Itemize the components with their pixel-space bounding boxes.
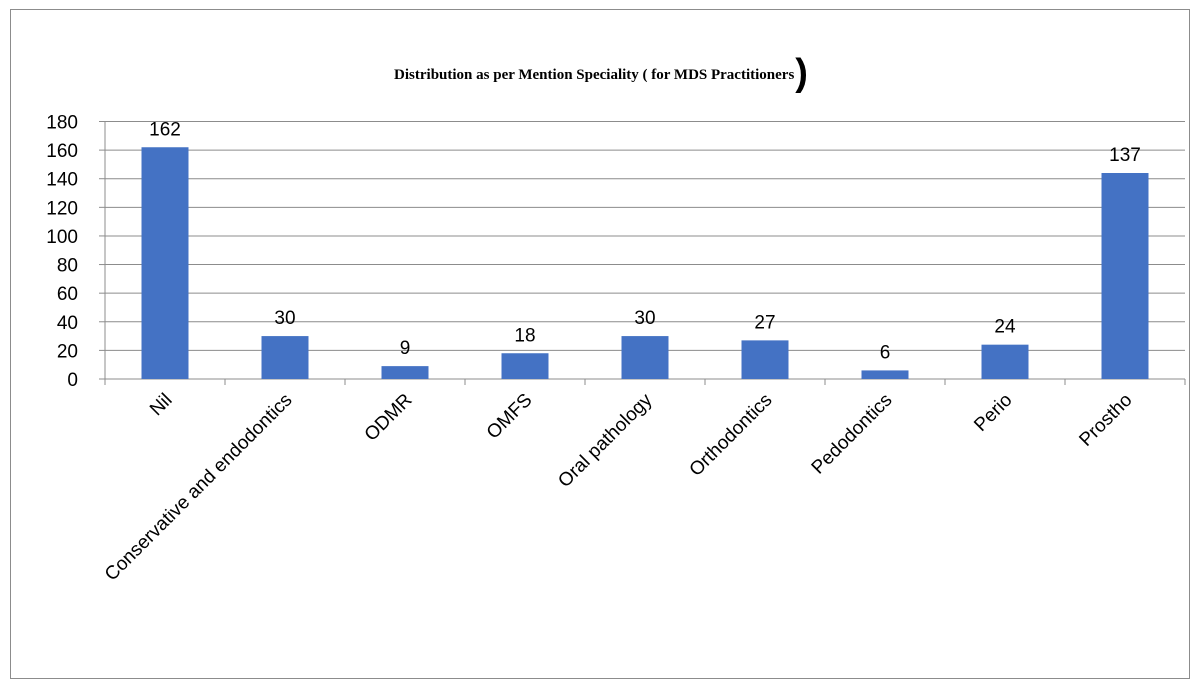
data-label: 27	[754, 312, 775, 333]
data-label: 9	[400, 338, 411, 359]
data-label: 6	[880, 342, 891, 363]
category-label: Orthodontics	[686, 390, 777, 481]
bar	[981, 344, 1029, 379]
category-label: ODMR	[361, 390, 417, 446]
chart-title-text: Distribution as per Mention Speciality (…	[394, 67, 795, 83]
bar	[621, 336, 669, 379]
y-tick-label: 180	[46, 113, 78, 134]
bar	[861, 370, 909, 379]
y-tick-label: 40	[57, 313, 78, 334]
bar	[741, 340, 789, 379]
category-label: Perio	[970, 390, 1016, 436]
category-label: Conservative and endodontics	[101, 390, 297, 586]
bar	[261, 336, 309, 379]
y-tick-label: 140	[46, 170, 78, 191]
category-label: Nil	[146, 390, 177, 421]
y-tick-label: 80	[57, 256, 78, 277]
data-label: 30	[634, 308, 655, 329]
y-tick-label: 60	[57, 284, 78, 305]
bar	[381, 366, 429, 379]
y-tick-label: 100	[46, 227, 78, 248]
bar	[501, 353, 549, 379]
category-label: OMFS	[483, 390, 537, 444]
data-label: 18	[514, 325, 535, 346]
data-label: 162	[149, 119, 181, 140]
data-label: 30	[274, 308, 295, 329]
y-tick-label: 120	[46, 198, 78, 219]
bar	[1101, 173, 1149, 379]
category-label: Oral pathology	[554, 389, 657, 492]
data-label: 137	[1109, 145, 1141, 166]
y-tick-label: 20	[57, 341, 78, 362]
y-tick-label: 0	[67, 370, 78, 391]
chart-title: Distribution as per Mention Speciality (…	[0, 52, 1202, 95]
y-tick-label: 160	[46, 141, 78, 162]
data-label: 24	[994, 317, 1016, 338]
bar	[141, 147, 189, 379]
category-label: Pedodontics	[808, 390, 897, 479]
chart-frame	[10, 9, 1190, 679]
chart-title-paren: )	[795, 52, 808, 94]
category-label: Prostho	[1075, 390, 1136, 451]
